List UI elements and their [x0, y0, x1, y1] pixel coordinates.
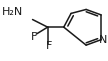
Text: F: F	[30, 32, 37, 42]
Text: N: N	[99, 35, 107, 45]
Text: F: F	[45, 41, 52, 51]
Text: H₂N: H₂N	[2, 7, 23, 17]
